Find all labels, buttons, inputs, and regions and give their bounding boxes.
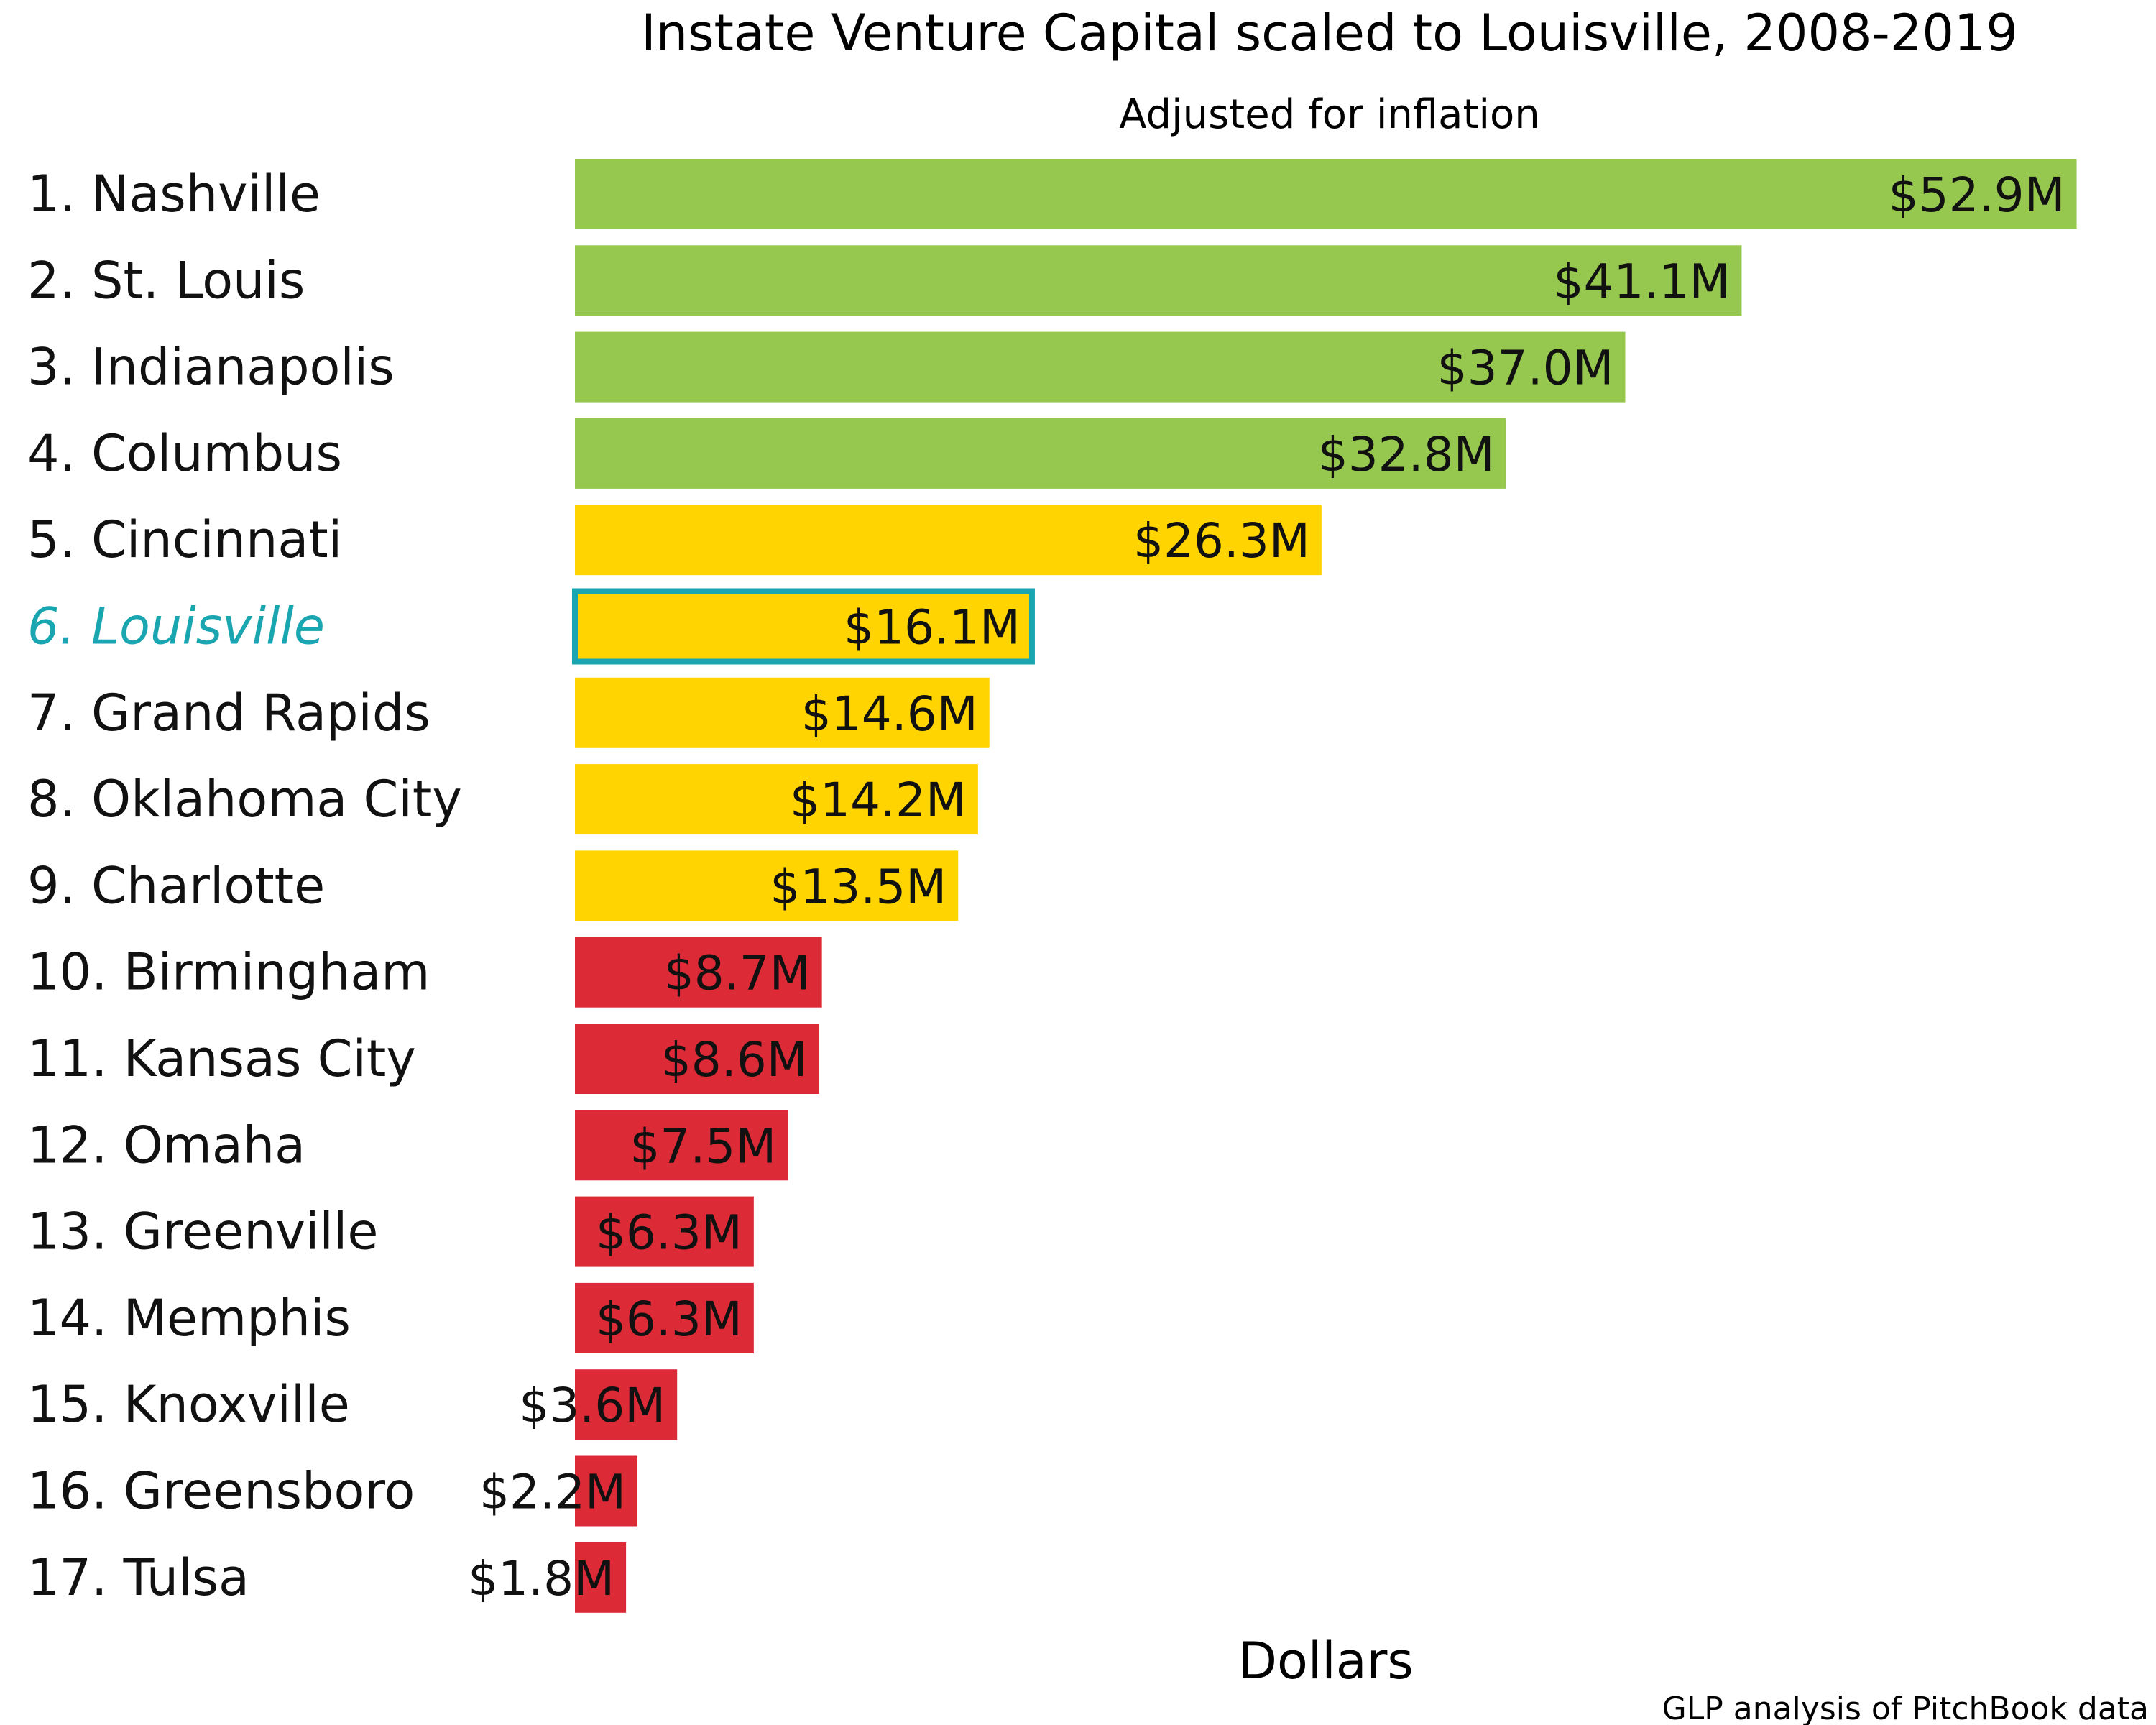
category-label-7: 7. Grand Rapids xyxy=(27,684,430,742)
bar-2 xyxy=(575,245,1742,316)
chart-title: Instate Venture Capital scaled to Louisv… xyxy=(641,4,2018,63)
value-label-3: $37.0M xyxy=(1437,341,1614,396)
bar-12 xyxy=(575,1110,788,1181)
value-label-6: $16.1M xyxy=(844,600,1021,656)
value-label-12: $7.5M xyxy=(630,1118,776,1174)
value-label-14: $6.3M xyxy=(596,1292,742,1347)
value-label-4: $32.8M xyxy=(1318,427,1495,482)
bar-11 xyxy=(575,1024,819,1094)
bar-3 xyxy=(575,331,1626,402)
bar-7 xyxy=(575,677,990,748)
category-label-4: 4. Columbus xyxy=(27,424,342,483)
category-label-12: 12. Omaha xyxy=(27,1116,305,1174)
category-label-9: 9. Charlotte xyxy=(27,856,325,915)
bar-15 xyxy=(575,1369,678,1440)
category-label-15: 15. Knoxville xyxy=(27,1375,350,1434)
source-caption: GLP analysis of PitchBook data xyxy=(1662,1690,2149,1725)
bar-13 xyxy=(575,1196,754,1267)
value-label-13: $6.3M xyxy=(596,1205,742,1261)
bar-8 xyxy=(575,764,978,835)
category-label-10: 10. Birmingham xyxy=(27,943,430,1002)
x-axis-title: Dollars xyxy=(1238,1632,1414,1690)
category-label-2: 2. St. Louis xyxy=(27,251,305,310)
category-label-16: 16. Greensboro xyxy=(27,1462,415,1521)
value-labels-layer: $52.9M $41.1M $37.0M $32.8M$26.3M $16.1M $14.… xyxy=(468,167,2065,1606)
category-label-17: 17. Tulsa xyxy=(27,1548,249,1607)
category-label-8: 8. Oklahoma City xyxy=(27,770,462,829)
value-label-9: $13.5M xyxy=(770,859,946,914)
bar-16 xyxy=(575,1455,637,1527)
value-label-17: $1.8M xyxy=(468,1551,614,1606)
bar-10 xyxy=(575,937,822,1008)
bar-4 xyxy=(575,418,1506,489)
bars-layer xyxy=(572,159,2077,1613)
value-label-16: $2.2M xyxy=(479,1465,626,1520)
value-label-8: $14.2M xyxy=(790,773,967,828)
value-label-15: $3.6M xyxy=(519,1378,665,1433)
value-label-7: $14.6M xyxy=(801,686,978,742)
category-label-1: 1. Nashville xyxy=(27,165,321,224)
bar-1 xyxy=(575,159,2077,229)
bar-9 xyxy=(575,850,959,921)
value-label-5: $26.3M xyxy=(1133,513,1310,569)
chart-subtitle: Adjusted for inflation xyxy=(1119,91,1540,138)
value-label-2: $41.1M xyxy=(1554,254,1731,309)
category-label-3: 3. Indianapolis xyxy=(27,338,395,397)
bar-6 xyxy=(572,588,1035,665)
category-labels-layer: 1. Nashville 2. St. Louis 3. Indianapolis 4… xyxy=(27,165,462,1607)
category-label-5: 5. Cincinnati xyxy=(27,510,342,569)
bar-14 xyxy=(575,1282,754,1353)
bar-5 xyxy=(575,505,1322,576)
category-label-13: 13. Greenville xyxy=(27,1202,378,1261)
value-label-10: $8.7M xyxy=(664,946,811,1001)
category-label-6: 6. Louisville xyxy=(27,597,325,656)
value-label-1: $52.9M xyxy=(1889,167,2065,223)
bar-17 xyxy=(575,1542,627,1613)
category-label-14: 14. Memphis xyxy=(27,1289,351,1348)
value-label-11: $8.6M xyxy=(661,1032,808,1087)
category-label-11: 11. Kansas City xyxy=(27,1029,416,1088)
